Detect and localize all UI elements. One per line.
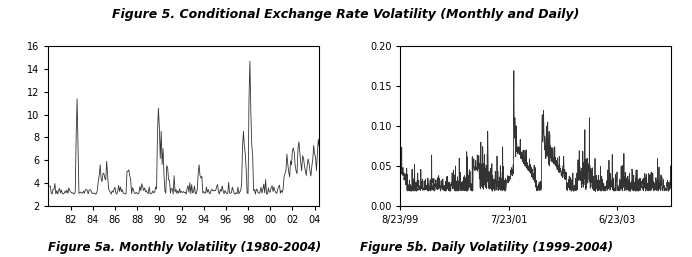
- Text: Figure 5b. Daily Volatility (1999-2004): Figure 5b. Daily Volatility (1999-2004): [360, 241, 613, 254]
- Text: Figure 5. Conditional Exchange Rate Volatility (Monthly and Daily): Figure 5. Conditional Exchange Rate Vola…: [112, 8, 580, 21]
- Text: Figure 5a. Monthly Volatility (1980-2004): Figure 5a. Monthly Volatility (1980-2004…: [48, 241, 322, 254]
